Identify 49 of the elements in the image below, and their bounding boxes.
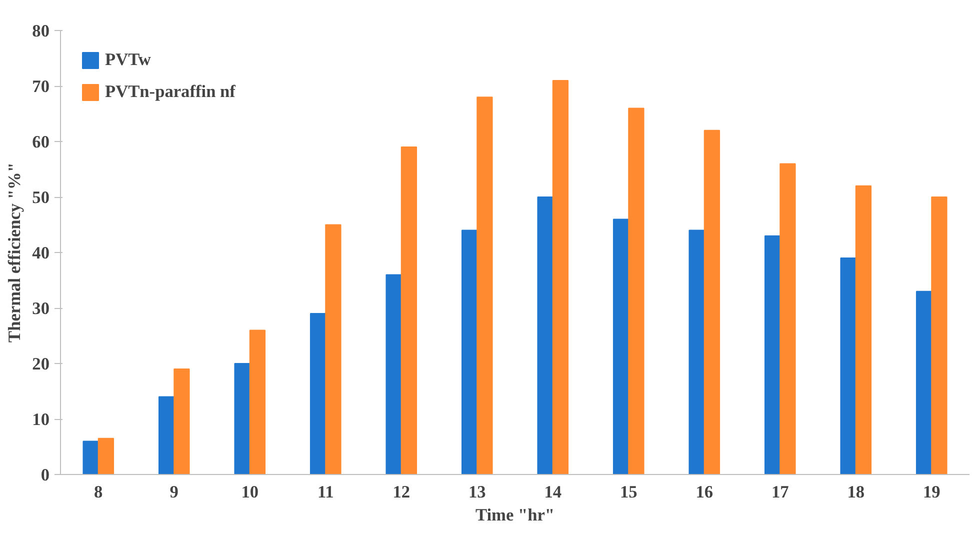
y-tick-label: 20	[32, 354, 50, 374]
x-tick-label: 18	[847, 482, 865, 502]
bar	[688, 230, 705, 474]
bar	[916, 290, 932, 474]
bar	[764, 235, 781, 474]
bar	[82, 440, 99, 474]
y-tick-label: 30	[32, 299, 50, 318]
bar	[552, 80, 569, 474]
bar	[158, 396, 175, 474]
y-axis-title: Thermal efficiency "%"	[5, 162, 24, 342]
x-axis-title: Time "hr"	[475, 506, 555, 524]
bar	[840, 258, 856, 474]
bar	[310, 313, 326, 474]
x-tick-label: 16	[696, 482, 714, 502]
x-tick-label: 11	[317, 482, 334, 502]
bar	[537, 196, 554, 474]
bar	[628, 108, 644, 474]
x-tick-label: 10	[241, 482, 259, 502]
y-tick-label: 10	[32, 410, 50, 429]
y-tick-label: 70	[32, 77, 50, 96]
bar	[931, 196, 948, 474]
x-tick-label: 13	[468, 482, 486, 502]
bar	[855, 185, 872, 474]
y-tick-label: 50	[32, 188, 50, 207]
x-tick-label: 14	[544, 482, 562, 502]
bar	[174, 368, 190, 474]
bar	[704, 130, 720, 474]
x-tick-label: 12	[392, 482, 410, 502]
bar	[612, 218, 630, 474]
legend-label: PVTw	[105, 50, 151, 70]
y-tick-label: 80	[32, 22, 50, 40]
bar	[249, 330, 266, 474]
x-tick-label: 19	[922, 482, 941, 502]
bar	[400, 146, 418, 474]
x-tick-label: 9	[170, 482, 179, 502]
y-tick-label: 60	[32, 132, 50, 152]
y-tick-label: 0	[40, 466, 50, 484]
bar	[325, 224, 342, 474]
bar	[476, 96, 493, 474]
x-tick-label: 15	[620, 482, 638, 502]
x-tick-label: 8	[94, 482, 104, 502]
bar	[234, 363, 250, 474]
bar	[386, 274, 402, 474]
bar	[98, 438, 114, 474]
bar	[461, 230, 478, 474]
x-tick-label: 17	[771, 482, 790, 502]
bar	[780, 163, 796, 474]
legend-label: PVTn-paraffin nf	[105, 82, 236, 102]
y-tick-label: 40	[32, 244, 50, 262]
